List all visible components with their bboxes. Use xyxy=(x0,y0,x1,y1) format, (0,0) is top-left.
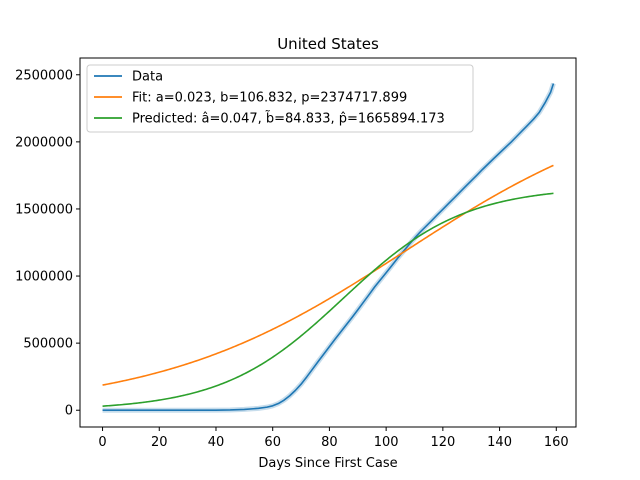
legend-entry: Fit: a=0.023, b=106.832, p=2374717.899 xyxy=(132,91,407,106)
plot-frame xyxy=(79,57,577,428)
x-axis-label: Days Since First Case xyxy=(258,456,397,471)
series-line-1 xyxy=(102,164,554,386)
x-tick-label: 100 xyxy=(374,435,399,450)
y-tick-label: 2500000 xyxy=(15,68,73,83)
x-tick-label: 40 xyxy=(208,435,225,450)
legend-box xyxy=(86,64,474,133)
chart-title: United States xyxy=(277,35,379,53)
plot-area xyxy=(79,57,577,428)
x-tick-label: 80 xyxy=(321,435,338,450)
x-tick-label: 20 xyxy=(151,435,168,450)
y-axis: 0 500000 1000000 1500000 2000000 2500000 xyxy=(15,68,80,419)
y-tick-label: 500000 xyxy=(23,337,73,352)
series-line-0 xyxy=(102,83,555,412)
y-tick-label: 1500000 xyxy=(15,202,73,217)
y-tick-label: 0 xyxy=(65,404,73,419)
x-axis: 0 20 40 60 80 100 120 140 160 xyxy=(98,427,569,450)
x-tick-label: 60 xyxy=(264,435,281,450)
x-tick-label: 0 xyxy=(98,435,106,450)
legend-entry: Predicted: â=0.047, b̃=84.833, p̂=166589… xyxy=(132,111,445,126)
y-tick-label: 1000000 xyxy=(15,270,73,285)
legend-entry: Data xyxy=(132,70,163,85)
series-line-2 xyxy=(102,192,554,407)
legend: Data Fit: a=0.023, b=106.832, p=2374717.8… xyxy=(86,64,474,133)
y-tick-label: 2000000 xyxy=(15,135,73,150)
x-tick-label: 140 xyxy=(487,435,512,450)
x-tick-label: 160 xyxy=(544,435,569,450)
x-tick-label: 120 xyxy=(430,435,455,450)
series-layer xyxy=(102,82,556,413)
